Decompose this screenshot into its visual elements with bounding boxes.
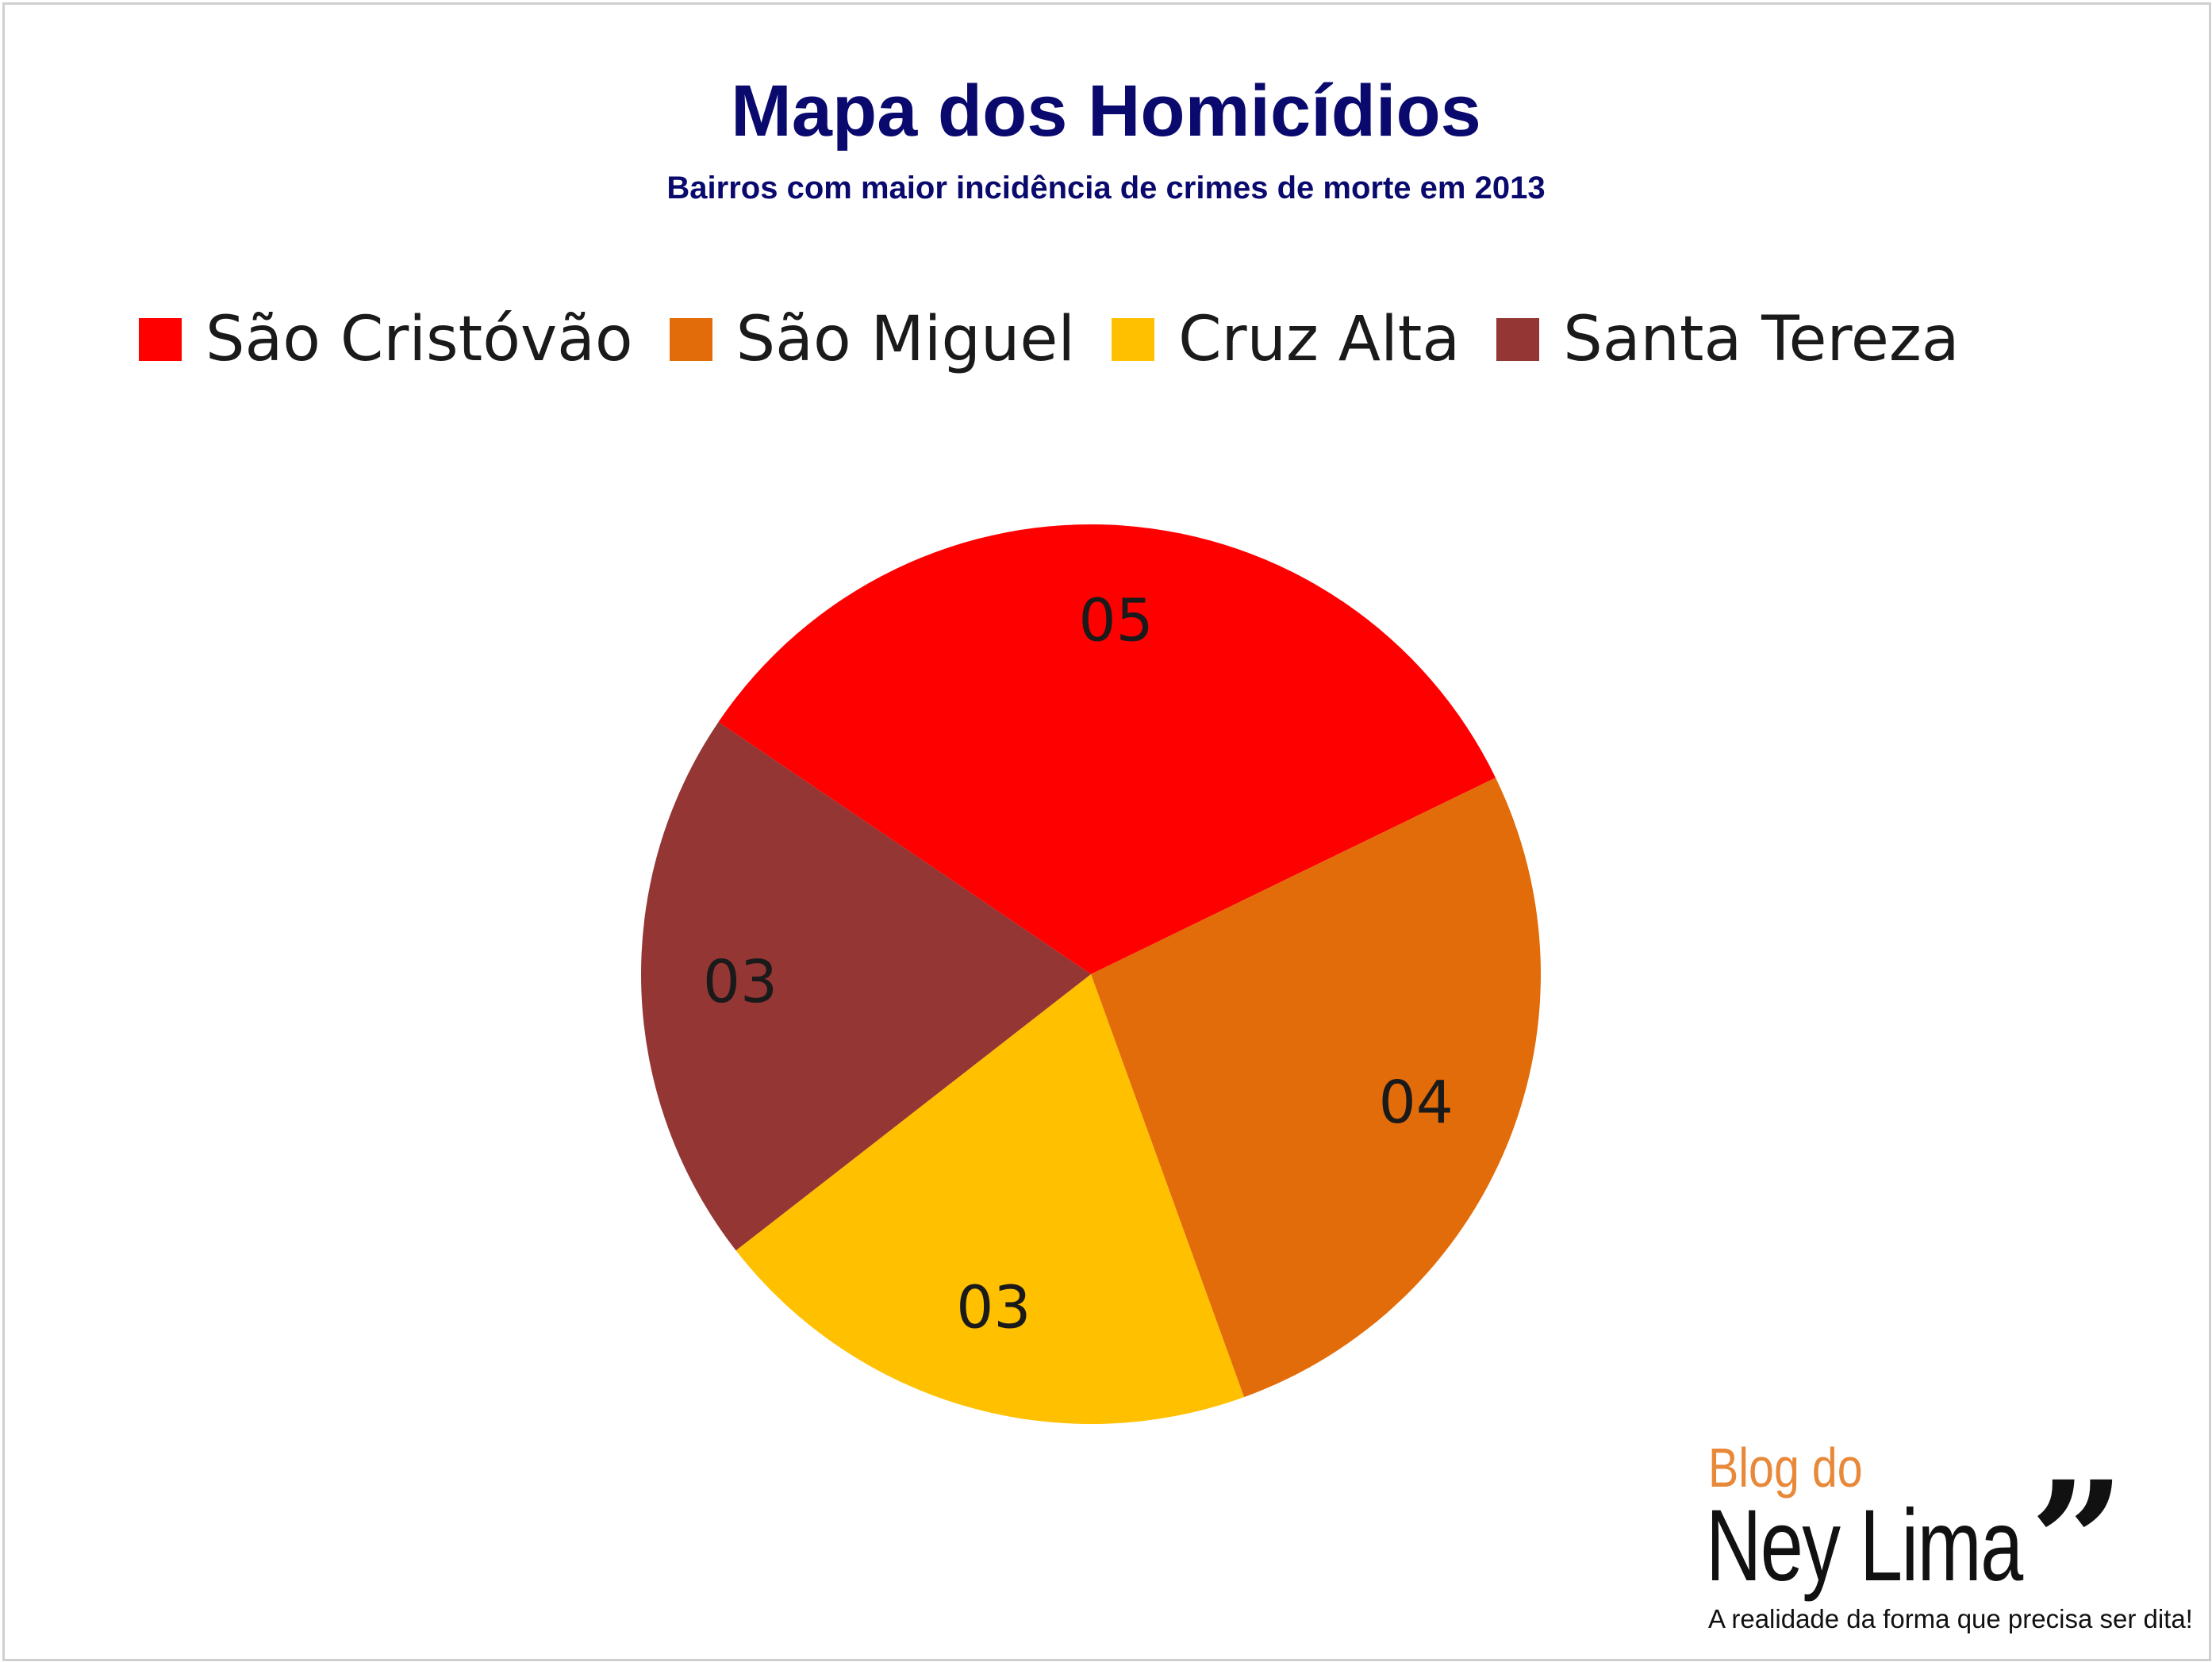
legend-label: São Miguel [735, 304, 1076, 375]
pie-data-label: 03 [703, 948, 778, 1016]
legend-label: São Cristóvão [205, 304, 633, 375]
quote-mark-icon: ” [2030, 1445, 2126, 1641]
legend-item-sao-cristovao: São Cristóvão [139, 304, 633, 375]
logo-line-2: Ney Lima [1706, 1489, 2023, 1603]
pie-data-label: 04 [1379, 1069, 1454, 1137]
pie-slice-3 [735, 974, 1244, 1424]
logo-tagline: A realidade da forma que precisa ser dit… [1708, 1604, 2193, 1633]
pie-slice-2 [1091, 777, 1542, 1398]
legend-label: Cruz Alta [1178, 304, 1461, 375]
legend-swatch [1112, 318, 1155, 361]
legend-item-cruz-alta: Cruz Alta [1112, 304, 1460, 375]
blog-logo: Blog do Ney Lima ” A realidade da forma … [1706, 1428, 2198, 1650]
pie-slice-1 [718, 524, 1496, 974]
legend-swatch [669, 318, 712, 361]
chart-legend: São Cristóvão São Miguel Cruz Alta Santa… [139, 300, 1996, 379]
legend-swatch [1496, 318, 1540, 361]
chart-subtitle: Bairros com maior incidência de crimes d… [666, 171, 1546, 205]
legend-item-sao-miguel: São Miguel [669, 304, 1076, 375]
logo-line-1: Blog do [1708, 1437, 1863, 1499]
pie-data-label: 05 [1079, 586, 1154, 654]
legend-item-santa-tereza: Santa Tereza [1496, 304, 1960, 375]
chart-title: Mapa dos Homicídios [731, 71, 1481, 152]
legend-label: Santa Tereza [1563, 304, 1960, 375]
pie-data-label: 03 [956, 1273, 1031, 1341]
pie-slice-4 [641, 722, 1091, 1251]
legend-swatch [139, 318, 182, 361]
